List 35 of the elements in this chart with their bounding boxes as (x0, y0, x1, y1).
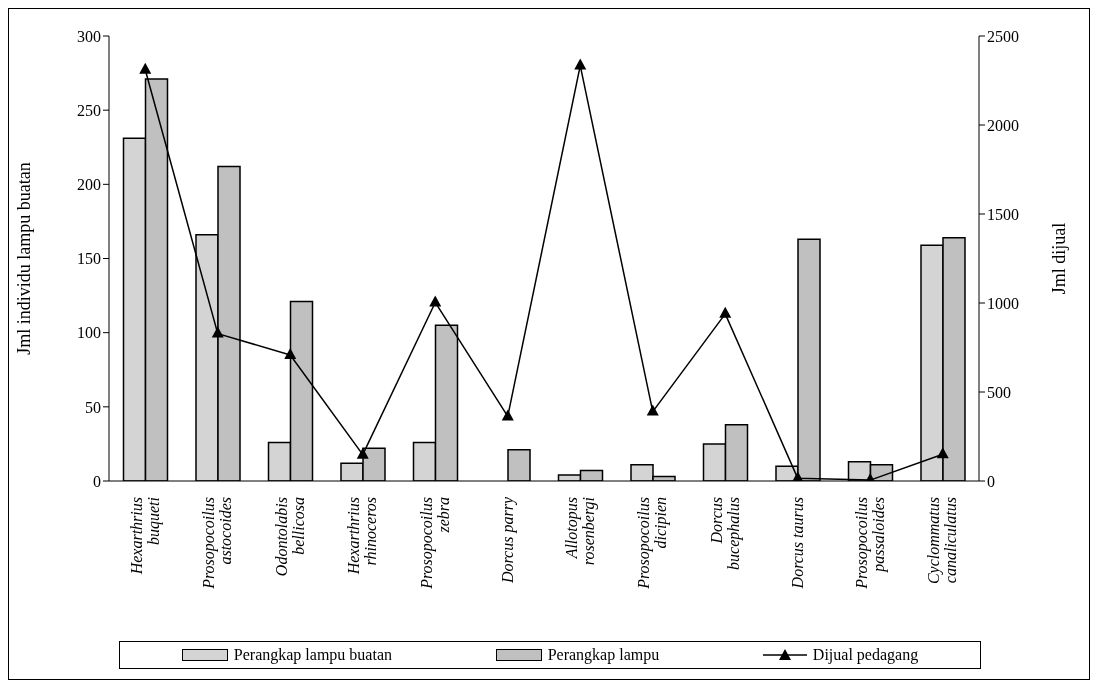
point (719, 306, 732, 318)
point (574, 58, 587, 70)
point (211, 326, 224, 338)
point (646, 404, 659, 416)
point (139, 62, 152, 74)
x-tick-label: Hexarthrius buqueti (127, 497, 163, 576)
x-tick-label: Dorcus taurus (788, 497, 806, 590)
y-tick-label: 250 (77, 101, 101, 119)
y2-tick-label: 1500 (987, 205, 1019, 223)
y-tick-label: 0 (93, 472, 101, 490)
x-tick-label: Prosopocoilus zebra (417, 497, 452, 590)
y2-tick-label: 2500 (987, 27, 1019, 45)
y-tick-label: 300 (77, 27, 101, 45)
y2-tick-label: 500 (987, 383, 1011, 401)
y2-tick-label: 1000 (987, 294, 1019, 312)
legend-label: Dijual pedagang (812, 646, 919, 664)
x-tick-label: Allotopus rosenbergi (562, 497, 598, 566)
point (429, 295, 442, 307)
point (284, 347, 297, 359)
legend-label: Perangkap lampu (547, 646, 660, 664)
y-tick-label: 100 (77, 324, 101, 342)
y2-tick-label: 0 (987, 472, 995, 490)
y2-axis-title: Jml dijual (1049, 222, 1070, 295)
y-tick-label: 150 (77, 250, 101, 268)
y-tick-label: 50 (85, 398, 101, 416)
x-tick-label: Prosopocoilus dicipien (635, 497, 671, 590)
legend-label: Perangkap lampu buatan (233, 646, 392, 664)
x-tick-label: Dorcus parry (498, 496, 517, 585)
y-tick-label: 200 (77, 176, 101, 194)
y-axis-title: Jml individu lampu buatan (14, 162, 35, 355)
point (356, 447, 369, 459)
point (936, 447, 949, 459)
y2-tick-label: 2000 (987, 116, 1019, 134)
point (501, 409, 514, 421)
x-tick-label: Prosopocoilus passaloides (852, 497, 888, 590)
